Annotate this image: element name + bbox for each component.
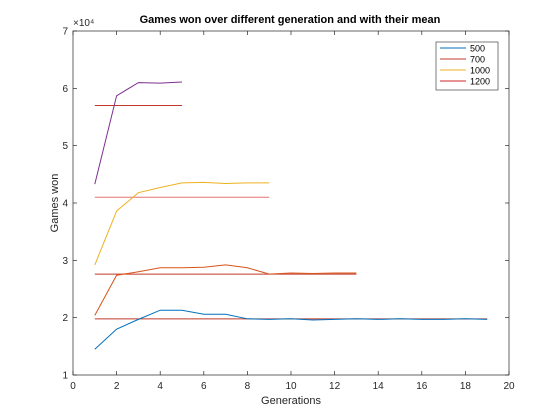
x-axis-label: Generations [261,395,321,407]
legend-label-500: 500 [470,44,485,54]
x-tick-label: 16 [416,381,428,392]
legend-box [435,41,499,91]
y-tick-label: 2 [62,313,68,324]
series-line-700 [94,264,357,316]
y-tick-label: 4 [62,199,68,210]
y-tick-label: 3 [62,256,68,267]
series-line-500 [94,309,488,350]
y-exponent-label: ×10⁴ [73,18,94,29]
chart-title: Games won over different generation and … [140,14,441,26]
x-tick-label: 8 [245,381,251,392]
legend-label-1000: 1000 [470,66,490,76]
x-tick-label: 20 [503,381,515,392]
x-tick-label: 4 [157,381,163,392]
x-tick-label: 0 [70,381,76,392]
legend: 500 700 1000 1200 [435,41,499,91]
x-axis: 0 2 4 6 8 10 12 14 16 18 20 [70,31,515,392]
x-tick-label: 12 [329,381,341,392]
series-line-1000 [94,181,270,266]
x-tick-label: 2 [114,381,120,392]
y-tick-label: 5 [62,141,68,152]
x-tick-label: 14 [373,381,385,392]
x-tick-label: 6 [201,381,207,392]
y-tick-label: 1 [62,371,68,382]
legend-label-1200: 1200 [470,77,490,87]
y-axis-label: Games won [49,174,61,233]
legend-label-700: 700 [470,55,485,65]
series-layer [94,81,488,350]
y-axis: 1 2 3 4 5 6 7 [62,27,509,382]
x-tick-label: 10 [285,381,297,392]
y-tick-label: 7 [62,27,68,38]
y-tick-label: 6 [62,84,68,95]
x-tick-label: 18 [460,381,472,392]
series-line-1200 [94,81,183,185]
